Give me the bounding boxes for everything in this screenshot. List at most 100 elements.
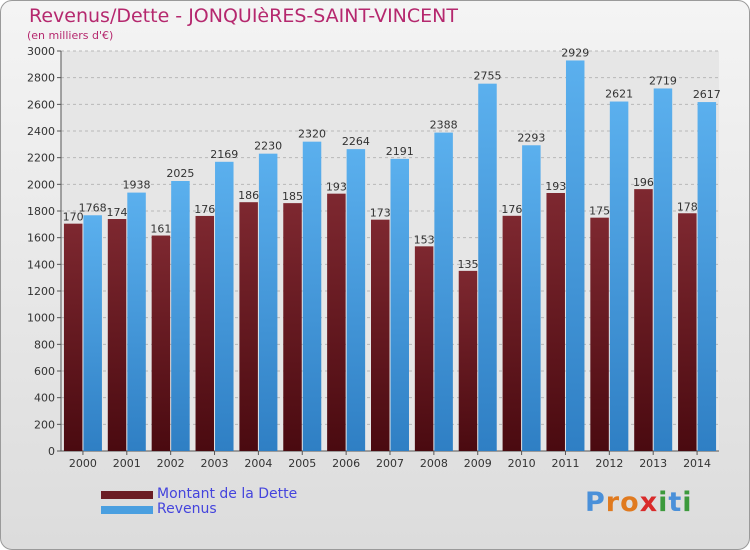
bar-dette [502,215,522,451]
data-label-dette: 185 [282,190,303,203]
bar-dette [63,223,83,451]
bar-revenus [258,153,278,451]
bar-dette [546,193,565,451]
y-tick-label: 600 [34,365,55,378]
data-label-revenus: 2025 [166,167,194,180]
bar-revenus [478,83,497,452]
x-tick-label: 2009 [464,457,492,470]
bar-revenus [697,102,717,452]
proxiti-logo: Proxiti [585,487,693,518]
legend-label-revenus: Revenus [157,501,217,517]
y-tick-label: 3000 [27,45,55,58]
logo-letter: r [605,487,621,518]
y-tick-label: 800 [34,338,55,351]
data-label-dette: 173 [370,207,391,220]
logo-letter: i [658,487,669,518]
y-tick-label: 1600 [27,232,55,245]
data-label-dette: 193 [545,180,566,193]
data-label-revenus: 2230 [254,140,282,153]
data-label-dette: 174 [107,206,128,219]
y-tick-label: 1000 [27,312,55,325]
y-tick-label: 2600 [27,98,55,111]
x-tick-label: 2008 [420,457,448,470]
data-label-revenus: 2617 [693,88,721,101]
data-label-dette: 175 [589,205,610,218]
data-label-revenus: 2293 [517,131,545,144]
bar-dette [195,215,215,451]
data-label-dette: 170 [63,211,84,224]
bar-revenus [565,60,585,451]
data-label-revenus: 2621 [605,88,633,101]
y-tick-label: 400 [34,392,55,405]
y-tick-label: 1200 [27,285,55,298]
x-tick-label: 2011 [551,457,579,470]
bar-revenus [390,158,409,451]
x-tick-label: 2007 [376,457,404,470]
x-tick-label: 2005 [288,457,316,470]
y-tick-label: 2400 [27,125,55,138]
data-label-revenus: 2755 [473,70,501,83]
legend-label-dette: Montant de la Dette [157,486,298,502]
bar-revenus [215,161,234,452]
bar-dette [414,246,434,451]
legend: Montant de la Dette Revenus [101,487,421,517]
x-tick-label: 2010 [508,457,536,470]
data-label-dette: 193 [326,181,347,194]
bar-revenus [83,215,102,451]
x-tick-label: 2014 [683,457,711,470]
bar-revenus [302,141,322,451]
y-tick-label: 2800 [27,72,55,85]
bar-dette [634,189,653,451]
data-label-revenus: 2191 [386,145,414,158]
plot-area [61,51,719,451]
y-tick-label: 2200 [27,152,55,165]
legend-item-dette: Montant de la Dette [101,487,421,502]
logo-letter: x [639,487,659,518]
x-tick-label: 2004 [244,457,272,470]
data-label-dette: 135 [457,258,478,271]
y-tick-label: 200 [34,418,55,431]
data-label-revenus: 2169 [210,148,238,161]
data-label-revenus: 1938 [123,179,151,192]
bar-dette [678,213,697,451]
data-label-revenus: 2320 [298,128,326,141]
y-tick-label: 1400 [27,258,55,271]
bar-revenus [127,192,146,451]
legend-swatch-revenus [101,506,153,514]
logo-letter: t [668,487,683,518]
bar-dette [283,203,302,451]
bar-revenus [653,88,673,451]
x-tick-label: 2001 [113,457,141,470]
bar-revenus [522,145,541,451]
data-label-dette: 161 [150,223,171,236]
bar-dette [239,202,258,451]
y-tick-label: 0 [48,445,55,458]
legend-swatch-dette [101,491,153,499]
logo-letter: P [585,487,606,518]
data-label-dette: 178 [677,200,698,213]
x-tick-label: 2013 [639,457,667,470]
bar-dette [458,270,478,451]
data-label-dette: 176 [194,203,215,216]
data-label-dette: 176 [501,203,522,216]
chart-title: Revenus/Dette - JONQUIèRES-SAINT-VINCENT [29,5,458,27]
chart-subtitle: (en milliers d'€) [27,29,114,42]
bar-revenus [346,149,366,451]
bar-revenus [434,132,453,451]
data-label-dette: 153 [414,233,435,246]
bar-dette [590,217,609,451]
logo-letter: i [682,487,693,518]
data-label-dette: 196 [633,176,654,189]
bar-dette [327,193,346,451]
bar-dette [371,219,390,451]
x-tick-label: 2002 [157,457,185,470]
data-label-revenus: 2719 [649,74,677,87]
data-label-dette: 186 [238,189,259,202]
data-label-revenus: 2264 [342,135,370,148]
x-tick-label: 2003 [201,457,229,470]
x-tick-label: 2000 [69,457,97,470]
bar-revenus [609,101,629,452]
logo-letter: o [620,487,640,518]
data-label-revenus: 2388 [430,119,458,132]
